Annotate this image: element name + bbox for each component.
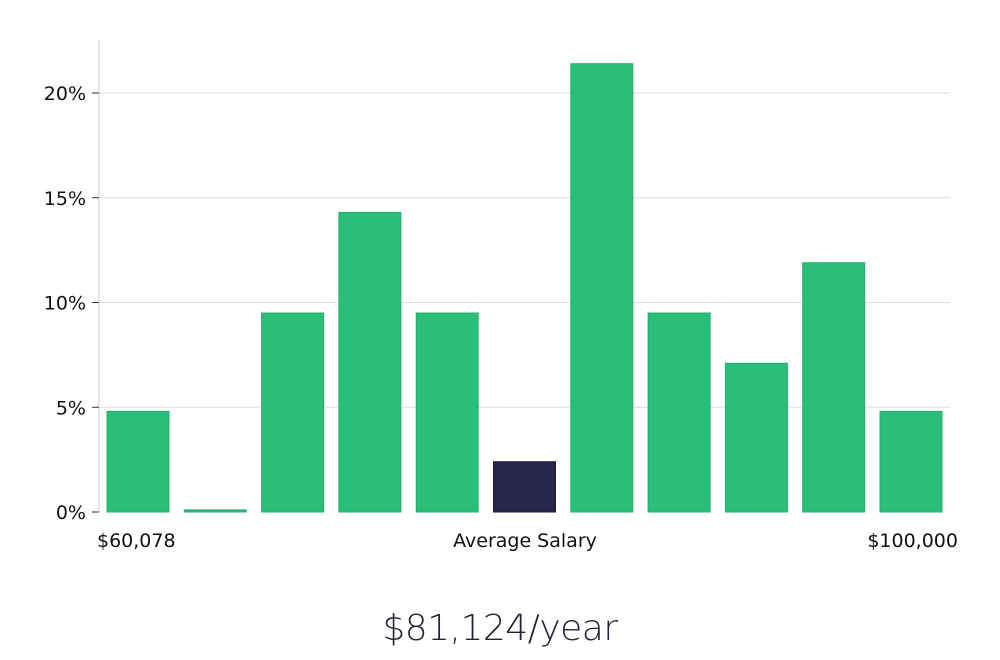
bar [570, 63, 634, 513]
y-tick-label: 10% [44, 293, 86, 315]
bar [106, 410, 170, 513]
average-salary-value: $81,124/year [382, 608, 618, 649]
bar [338, 211, 402, 513]
y-tick-label: 15% [44, 188, 86, 210]
y-ticks: 0% 5% 10% 15% 20% [44, 83, 99, 524]
x-min-label: $60,078 [97, 530, 176, 552]
bar-highlighted [493, 461, 556, 513]
bar [802, 262, 866, 513]
y-tick-label: 5% [56, 397, 86, 419]
bar [183, 509, 247, 513]
x-max-label: $100,000 [867, 530, 958, 552]
bar [879, 410, 943, 513]
bar [724, 362, 788, 513]
salary-histogram: 0% 5% 10% 15% 20% $60,078 Average Salary $10… [44, 40, 958, 552]
bar [261, 312, 325, 513]
y-tick-label: 0% [56, 502, 86, 524]
bars [106, 63, 943, 513]
y-tick-label: 20% [44, 83, 86, 105]
x-axis-title: Average Salary [453, 530, 597, 552]
bar [415, 312, 479, 513]
bar [647, 312, 711, 513]
